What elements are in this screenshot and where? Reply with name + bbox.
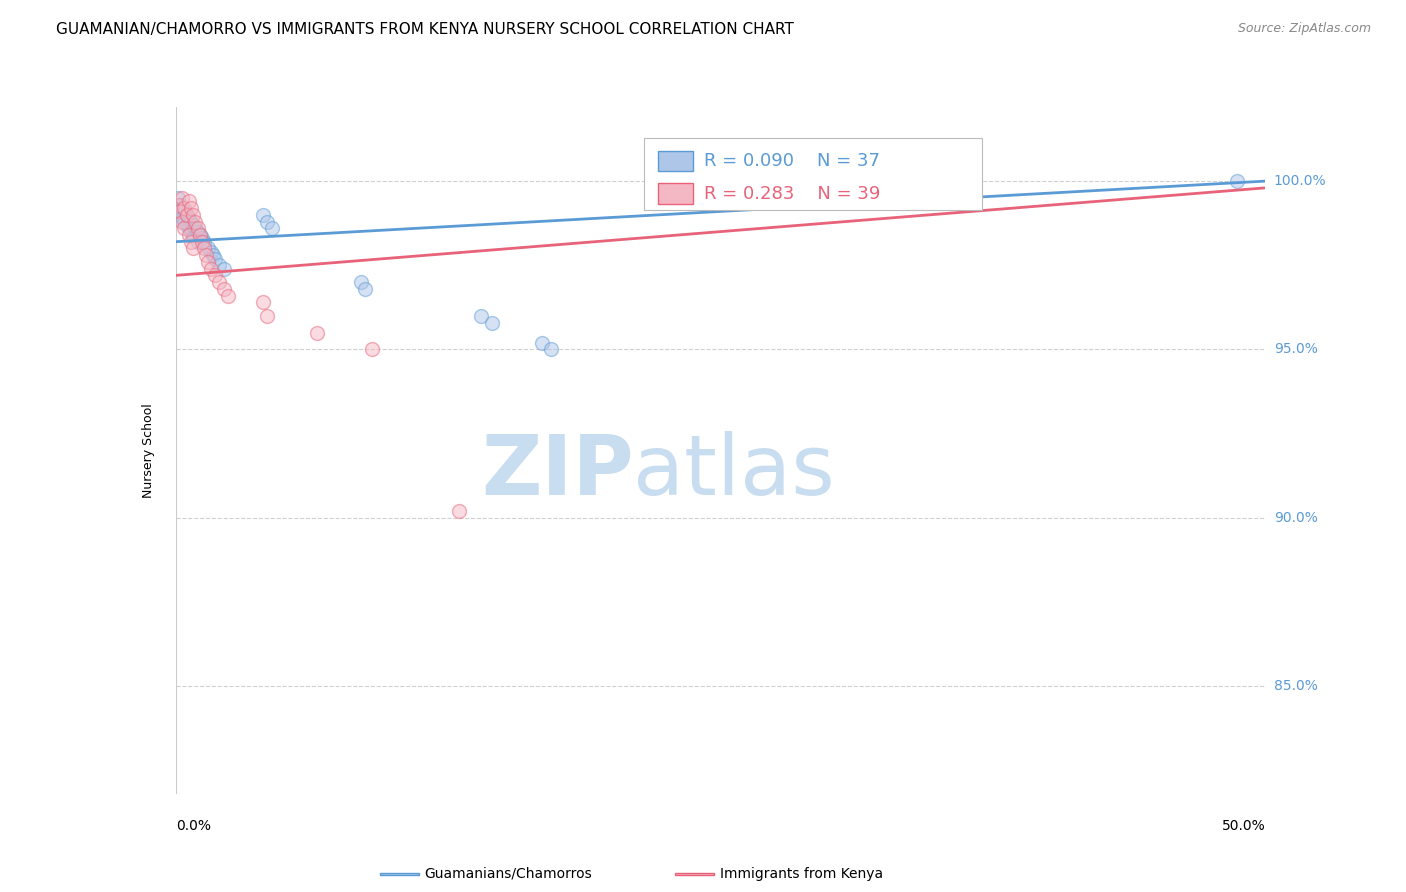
Point [197, 242, 219, 256]
Text: 100.0%: 100.0% [1274, 174, 1326, 188]
FancyBboxPatch shape [644, 138, 981, 211]
Text: R = 0.090    N = 37: R = 0.090 N = 37 [704, 152, 880, 170]
Point [186, 225, 209, 239]
Point [212, 261, 235, 276]
Point [200, 261, 222, 276]
Point [481, 316, 503, 330]
Point [181, 218, 204, 232]
Point [360, 343, 382, 357]
Point [540, 343, 562, 357]
Point [169, 204, 191, 219]
Point [177, 227, 200, 242]
Point [180, 235, 202, 249]
Point [177, 221, 200, 235]
Text: GUAMANIAN/CHAMORRO VS IMMIGRANTS FROM KENYA NURSERY SCHOOL CORRELATION CHART: GUAMANIAN/CHAMORRO VS IMMIGRANTS FROM KE… [56, 22, 794, 37]
Point [188, 227, 211, 242]
Point [180, 214, 202, 228]
Point [180, 225, 202, 239]
Point [177, 194, 200, 209]
Point [256, 309, 278, 323]
Point [173, 204, 195, 219]
Text: 50.0%: 50.0% [1222, 819, 1265, 833]
Point [176, 208, 198, 222]
Point [167, 197, 190, 211]
Point [184, 214, 207, 228]
Point [172, 214, 194, 228]
Text: 0.0%: 0.0% [176, 819, 211, 833]
Point [252, 208, 274, 222]
Point [350, 275, 373, 289]
Point [212, 282, 235, 296]
Point [167, 191, 190, 205]
Point [208, 275, 231, 289]
Point [193, 235, 215, 249]
Point [307, 326, 329, 340]
Point [181, 242, 204, 256]
Point [201, 248, 224, 262]
Point [191, 235, 214, 249]
Text: R = 0.283    N = 39: R = 0.283 N = 39 [704, 185, 880, 202]
Point [204, 252, 226, 266]
Point [195, 248, 218, 262]
Point [173, 214, 195, 228]
Point [191, 231, 214, 245]
Point [256, 214, 278, 228]
Point [169, 197, 191, 211]
Point [208, 258, 231, 272]
Point [176, 218, 198, 232]
Point [252, 295, 274, 310]
Point [181, 227, 204, 242]
Point [260, 221, 283, 235]
Bar [380, 873, 419, 875]
Text: 90.0%: 90.0% [1274, 511, 1317, 524]
Point [1226, 174, 1249, 188]
Text: ZIP: ZIP [481, 431, 633, 512]
Point [193, 242, 215, 256]
Text: Guamanians/Chamorros: Guamanians/Chamorros [425, 867, 592, 881]
Point [447, 504, 470, 518]
Point [530, 335, 553, 350]
Bar [658, 151, 693, 171]
Bar [658, 183, 693, 204]
Point [181, 208, 204, 222]
Point [172, 211, 194, 226]
Text: atlas: atlas [633, 431, 835, 512]
Point [176, 208, 198, 222]
Point [197, 255, 219, 269]
Point [186, 235, 209, 249]
Text: 95.0%: 95.0% [1274, 343, 1317, 357]
Point [186, 221, 209, 235]
Point [177, 211, 200, 226]
Point [200, 244, 222, 259]
Text: Source: ZipAtlas.com: Source: ZipAtlas.com [1237, 22, 1371, 36]
Point [180, 201, 202, 215]
Point [173, 221, 195, 235]
Point [173, 201, 195, 215]
Point [217, 288, 239, 302]
Text: Nursery School: Nursery School [142, 403, 155, 498]
Point [172, 191, 194, 205]
Text: Immigrants from Kenya: Immigrants from Kenya [720, 867, 883, 881]
Point [188, 227, 211, 242]
Point [354, 282, 377, 296]
Point [169, 208, 191, 222]
Point [184, 221, 207, 235]
Point [470, 309, 492, 323]
Point [172, 201, 194, 215]
Text: 85.0%: 85.0% [1274, 679, 1317, 693]
Bar [675, 873, 714, 875]
Point [204, 268, 226, 283]
